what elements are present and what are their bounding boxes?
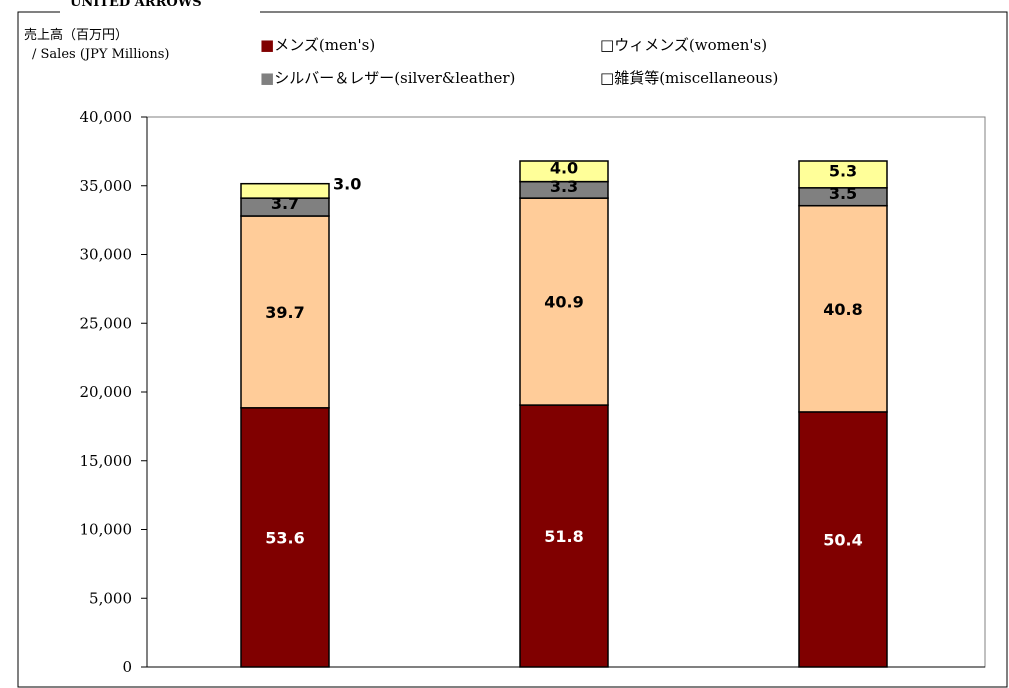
y-tick-label: 10,000 <box>80 521 133 539</box>
y-tick-label: 25,000 <box>80 314 133 332</box>
legend-swatch: ■ <box>260 69 274 87</box>
data-label-s3-c3: 3.5 <box>829 184 857 203</box>
legend-item-mens: ■メンズ(men's) <box>260 36 375 54</box>
legend-swatch: □ <box>600 69 614 87</box>
legend-text: メンズ(men's) <box>274 36 375 54</box>
y-tick-label: 15,000 <box>80 452 133 470</box>
y-tick-label: 0 <box>122 658 132 676</box>
y-tick-label: 40,000 <box>80 108 133 126</box>
data-label-s2-c3: 40.8 <box>823 300 862 319</box>
data-label-s4-c3: 5.3 <box>829 161 857 180</box>
data-label-s2-c1: 39.7 <box>265 303 304 322</box>
bar-segment-s1-c3 <box>798 411 888 668</box>
bar-segment-s4-c3 <box>798 160 888 189</box>
data-label-s1-c1: 53.6 <box>265 528 304 547</box>
legend: ■メンズ(men's) □ウィメンズ(women's) ■シルバー＆レザー(si… <box>260 36 778 87</box>
y-axis-label-jp: 売上高（百万円） <box>24 27 128 43</box>
y-tick-label: 35,000 <box>80 177 133 195</box>
bar-segment-s2-c1 <box>240 215 330 409</box>
legend-text: 雑貨等(miscellaneous) <box>614 69 778 87</box>
bar-segment-s4-c1 <box>240 182 330 199</box>
data-label-s3-c1: 3.7 <box>271 194 299 213</box>
y-axis-ticks: 0 5,000 10,000 15,000 20,000 25,000 30,000 35,0… <box>80 108 147 676</box>
data-label-s3-c2: 3.3 <box>550 177 578 196</box>
bar-stack-3 <box>798 160 888 668</box>
legend-item-silver-leather: ■シルバー＆レザー(silver&leather) <box>260 69 515 87</box>
y-tick-label: 5,000 <box>89 589 132 607</box>
bar-segment-s1-c2 <box>519 404 609 668</box>
data-label-s4-c2: 4.0 <box>550 158 578 177</box>
y-axis-label-en: / Sales (JPY Millions) <box>32 47 169 62</box>
bar-stack-2 <box>519 160 609 668</box>
legend-item-womens: □ウィメンズ(women's) <box>600 36 767 54</box>
y-tick-label: 30,000 <box>80 246 133 264</box>
data-label-s1-c2: 51.8 <box>544 527 583 546</box>
legend-text: シルバー＆レザー(silver&leather) <box>274 69 515 87</box>
legend-item-misc: □雑貨等(miscellaneous) <box>600 69 778 87</box>
legend-swatch: ■ <box>260 36 274 54</box>
legend-swatch: □ <box>600 36 614 54</box>
data-label-s4-c1: 3.0 <box>333 175 361 194</box>
bar-segment-s4-c2 <box>519 160 609 183</box>
partial-title: UNITED ARROWS <box>70 0 202 10</box>
bar-stack-1 <box>240 182 330 668</box>
bars: 53.6 39.7 3.7 3.0 51.8 40.9 3.34.0 50.4 40.8 3.5 5… <box>240 158 888 668</box>
bar-segment-s2-c3 <box>798 204 888 413</box>
y-tick-label: 20,000 <box>80 383 133 401</box>
data-label-s1-c3: 50.4 <box>823 530 862 549</box>
data-label-s2-c2: 40.9 <box>544 293 583 312</box>
legend-text: ウィメンズ(women's) <box>614 36 767 54</box>
bar-segment-s1-c1 <box>240 407 330 668</box>
